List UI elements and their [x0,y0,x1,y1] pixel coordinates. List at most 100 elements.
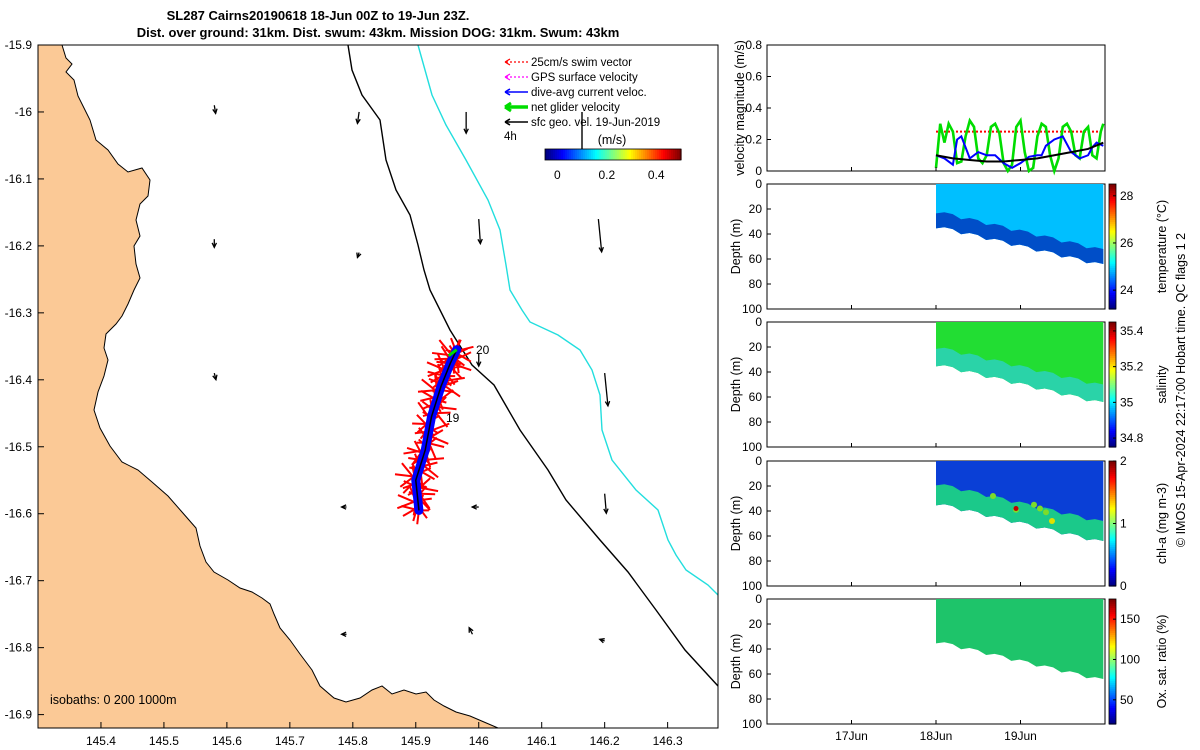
depth-colorbar-swatch [1109,680,1116,683]
depth-colorbar-swatch [1109,378,1116,381]
geo-vector [604,493,607,514]
depth-colorbar-tick-label: 0 [1120,579,1127,593]
depth-colorbar-swatch [1109,481,1116,485]
depth-colorbar-swatch [1109,390,1116,394]
depth-colorbar-swatch [1109,225,1116,229]
depth-colorbar-swatch [1109,634,1116,638]
depth-colorbar-swatch [1109,424,1116,427]
colorbar-swatch [629,149,632,160]
depth-colorbar-swatch [1109,227,1116,231]
depth-colorbar-swatch [1109,252,1116,256]
depth-colorbar-swatch [1109,684,1116,688]
depth-colorbar-swatch [1109,479,1116,483]
chl-a-hotspot [990,493,996,499]
colorbar-frame [544,148,682,161]
glider-track-line [415,349,458,511]
colorbar-swatch [599,149,602,160]
colorbar-swatch [545,149,548,160]
legend-entry-sfc-geo: sfc geo. vel. 19-Jun-2019 [504,117,660,129]
depth-colorbar-swatch [1109,217,1116,221]
depth-colorbar-swatch [1109,686,1116,690]
depth-field-upper [936,599,1104,679]
depth-colorbar-swatch [1109,386,1116,390]
colorbar-swatch [577,149,580,160]
depth-colorbar-swatch [1109,703,1116,706]
depth-colorbar-tick-label: 34.8 [1120,431,1144,445]
colorbar-swatch [587,149,590,160]
colorbar-swatch [635,149,638,160]
depth-colorbar-swatch [1109,196,1116,200]
depth-colorbar-swatch [1109,248,1116,252]
chl-a-hotspot [1049,518,1055,524]
depth-xtick-label: 17Jun [835,729,868,743]
depth-colorbar-swatch [1109,188,1116,191]
depth-colorbar-swatch [1109,397,1116,400]
geo-vector-head [598,246,604,254]
map-ytick-label: -16.6 [5,507,33,521]
chl-a-hotspots [990,493,1055,524]
depth-colorbar-swatch [1109,653,1116,656]
chl-a-maximum [1013,506,1019,511]
depth-colorbar-swatch [1109,440,1116,444]
map-ytick-label: -16.5 [5,440,33,454]
depth-colorbar-swatch [1109,376,1116,379]
depth-colorbar-swatch [1109,434,1116,438]
depth-colorbar-swatch [1109,498,1116,502]
depth-colorbar-swatch [1109,306,1116,310]
depth-colorbar-swatch [1109,638,1116,642]
depth-colorbar-swatch [1109,492,1116,495]
map-ytick-label: -16.7 [5,574,33,588]
colorbar-swatch [625,149,628,160]
depth-colorbar-swatch [1109,367,1116,371]
depth-colorbar-swatch [1109,269,1116,273]
net-glider-velocity [447,348,458,357]
depth-colorbar-swatch [1109,690,1116,694]
depth-colorbar-swatch [1109,369,1116,373]
depth-colorbar-swatch [1109,198,1116,202]
depth-colorbar-swatch [1109,357,1116,361]
depth-colorbar-swatch [1109,338,1116,342]
depth-colorbar-swatch [1109,525,1116,529]
depth-colorbar-swatch [1109,288,1116,291]
depth-colorbar-swatch [1109,550,1116,554]
depth-colorbar-swatch [1109,646,1116,650]
depth-colorbar-frame [1108,321,1117,448]
svg-text:net glider velocity: net glider velocity [531,102,620,114]
depth-colorbar-swatch [1109,186,1116,189]
geo-vector-head [598,638,605,644]
depth-colorbar-swatch [1109,263,1116,266]
depth-ytick-label: 40 [749,365,763,379]
depth-colorbar-swatch [1109,380,1116,384]
depth-colorbar-swatch [1109,384,1116,388]
depth-ytick-label: 80 [749,415,763,429]
colorbar-swatch [649,149,652,160]
colorbar-swatch [591,149,594,160]
depth-colorbar-swatch [1109,209,1116,212]
depth-ytick-label: 80 [749,277,763,291]
map-ytick-label: -16.4 [5,373,33,387]
depth-colorbar-swatch [1109,488,1116,491]
depth-colorbar-swatch [1109,709,1116,713]
depth-colorbar-swatch [1109,428,1116,431]
depth-colorbar-swatch [1109,538,1116,541]
colorbar-unit-label: (m/s) [598,133,626,147]
map-panel: 145.4 145.5 145.6 145.7 145.8 145.9 146 146.1 14… [5,38,719,748]
depth-colorbar-swatch [1109,417,1116,421]
depth-ytick-label: 0 [755,315,762,329]
map-ytick-label: -16.9 [5,708,33,722]
depth-colorbar-tick-label: 150 [1120,612,1140,626]
velocity-panel: 0 0.2 0.4 0.6 0.8 velocity magnitude (m/s) [733,38,1106,178]
depth-colorbar-swatch [1109,244,1116,248]
colorbar-swatch [679,149,682,160]
colorbar-swatch [551,149,554,160]
colorbar-swatch [561,149,564,160]
map-ytick-label: -16.1 [5,172,33,186]
depth-colorbar-swatch [1109,467,1116,470]
depth-colorbar-swatch [1109,508,1116,512]
svg-text:25cm/s swim vector: 25cm/s swim vector [531,57,632,69]
depth-ytick-label: 60 [749,529,763,543]
depth-colorbar-swatch [1109,426,1116,429]
depth-colorbar-swatch [1109,405,1116,409]
geo-vector-head [211,242,218,249]
depth-colorbar-swatch [1109,215,1116,218]
